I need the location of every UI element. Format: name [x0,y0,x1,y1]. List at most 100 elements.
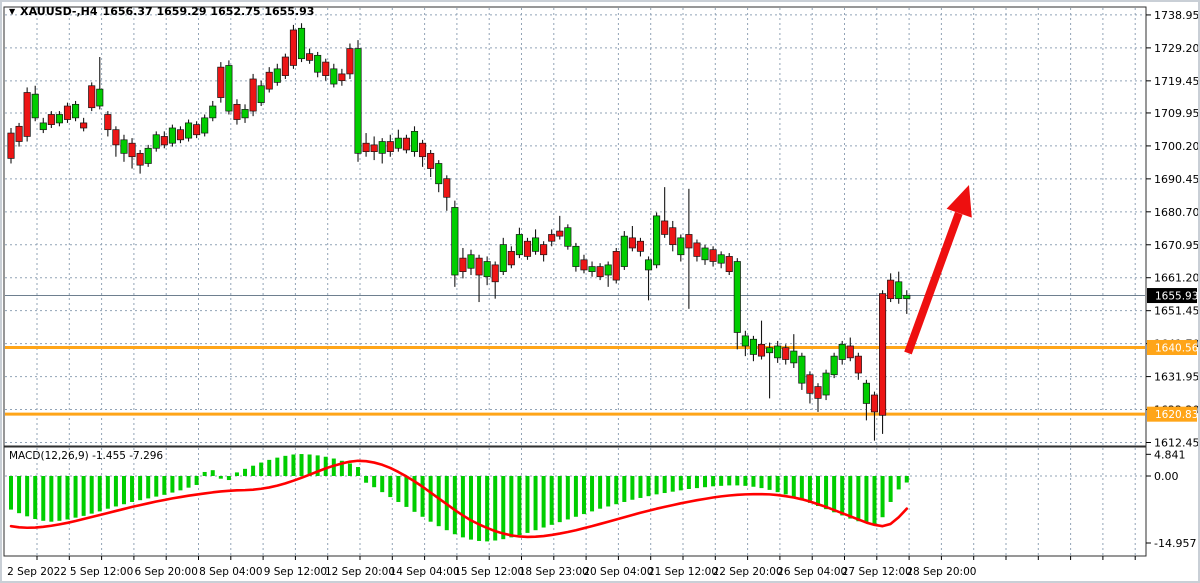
macd-bar [388,476,393,498]
candle-body [644,259,653,271]
candle-body [241,109,249,119]
price-tick-label: 1680.70 [1154,206,1198,219]
macd-bar [573,476,578,517]
candle-body [685,234,693,249]
candle-body [620,235,628,267]
macd-bar [251,465,256,476]
candle-body [72,103,80,119]
candle-body [257,85,265,103]
candle-body [128,142,136,158]
trend-arrow[interactable] [904,185,972,355]
macd-bar [138,476,143,501]
macd-bar [856,476,861,522]
candle-body [636,240,645,252]
macd-bar [501,476,506,540]
price-axis[interactable]: 1738.95 1729.20 1719.45 1709.95 1700.20 1690.… [1146,9,1198,450]
candle-body [879,293,887,416]
candle-body [862,382,870,404]
candle-body [443,178,451,198]
macd-bar [243,468,248,476]
macd-bar [767,476,772,490]
chart-title: ▼ XAUUSD-,H4 1656.37 1659.29 1652.75 165… [9,5,314,18]
candle-body [757,343,766,357]
current-price-badge [1147,288,1197,304]
price-tick-label: 1700.20 [1154,140,1198,153]
candle-body [410,131,419,152]
macd-bar [275,457,280,476]
macd-bar [606,476,611,507]
candle-body [741,335,749,347]
candle-body [249,78,257,112]
macd-bar [331,458,336,476]
candle-body [499,244,507,272]
macd-bar [493,476,498,541]
current-price-badge-label: 1655.93 [1155,291,1198,303]
candle-body [766,347,774,354]
candle-body [467,254,475,269]
symbol-dropdown-icon[interactable]: ▼ [9,6,16,16]
macd-bar [872,476,877,524]
macd-bar [396,476,401,502]
macd-bar [41,476,46,521]
macd-bar [356,467,361,476]
macd-bar [9,476,13,510]
macd-bar [412,476,417,512]
candle-body [160,136,168,146]
macd-bar [509,476,514,538]
macd-bar [816,476,820,507]
macd-bar [372,476,377,488]
symbol-period-label: XAUUSD-,H4 [20,5,98,18]
macd-bar [630,476,635,500]
macd-bar [807,476,812,503]
macd-bar [824,476,829,510]
macd-bar [670,476,675,492]
macd-bar [557,476,562,523]
macd-bar [25,476,30,517]
macd-bar [380,476,385,493]
candle-body [564,227,572,247]
macd-bar [904,476,909,483]
macd-bar [832,476,837,513]
candle-body [354,48,362,154]
time-axis[interactable]: 2 Sep 2022 5 Sep 12:00 6 Sep 20:00 8 Sep 04… [7,556,1136,578]
price-tick-label: 1631.95 [1154,371,1198,384]
candle-body [870,394,879,413]
candle-body [23,92,31,137]
macd-bar [727,476,732,486]
macd-bar [347,463,352,476]
macd-axis[interactable]: 4.841 0.00 -14.957 [1146,448,1196,550]
price-tick-label: 1709.95 [1154,107,1198,120]
macd-bar [33,476,38,520]
macd-bar [234,472,239,476]
level-price-badge [1147,339,1197,355]
macd-bar [541,476,546,528]
candle-body [903,294,911,300]
macd-bar [888,476,893,502]
macd-bar [468,476,473,540]
macd-bar [783,476,788,495]
time-tick-label: 28 Sep 20:00 [906,566,976,578]
macd-bar [590,476,595,512]
price-tick-label: 1690.45 [1154,173,1198,186]
macd-bar [686,476,691,489]
macd-bar [711,476,716,487]
price-pane[interactable] [4,7,1146,446]
macd-bar [105,476,110,509]
level-price-badge-label: 1620.83 [1155,409,1198,421]
macd-bar [581,476,586,515]
macd-bar [339,460,344,476]
macd-bar [743,476,748,486]
candle-body [483,261,491,278]
macd-bar [65,476,70,520]
candlesticks [7,23,911,441]
macd-bar [638,476,643,498]
candle-body [515,234,523,256]
candle-body [749,338,757,355]
candle-body [596,266,604,278]
macd-bar [323,456,328,476]
candle-body [273,68,281,83]
candle-body [580,259,588,271]
macd-bar [598,476,603,509]
candle-body [701,247,709,261]
